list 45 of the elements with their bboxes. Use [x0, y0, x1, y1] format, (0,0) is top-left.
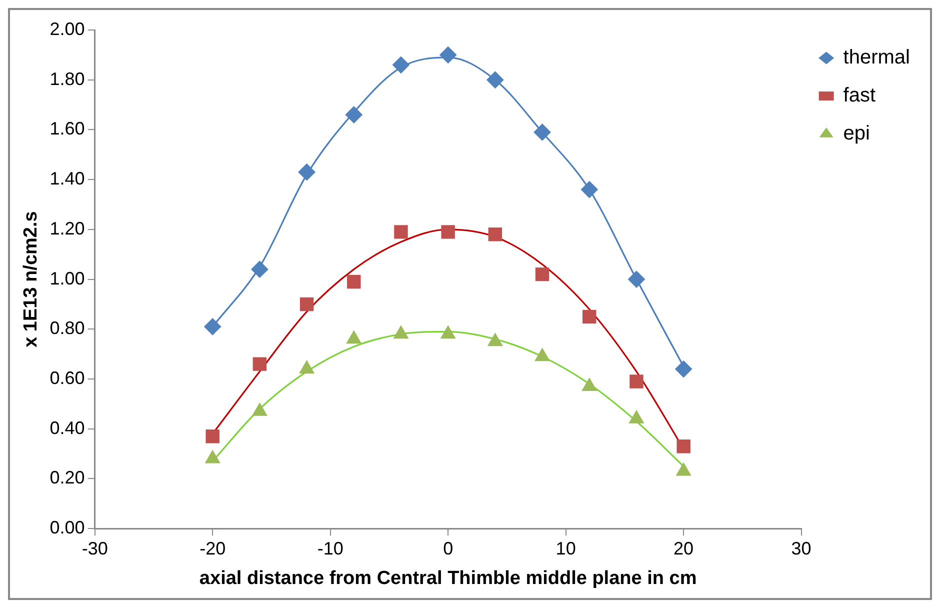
y-tick-label: 0.40	[50, 418, 85, 438]
legend-label: epi	[843, 122, 870, 145]
point	[675, 360, 692, 378]
point	[535, 267, 550, 282]
y-tick-label: 0.20	[50, 468, 85, 488]
point	[251, 260, 268, 278]
y-tick-label: 1.20	[50, 218, 85, 238]
point	[298, 164, 316, 181]
x-tick-label: 20	[674, 538, 694, 558]
x-tick-label: -10	[317, 538, 344, 558]
y-tick-label: 1.00	[50, 268, 85, 288]
y-axis-title: x 1E13 n/cm2.s	[20, 211, 42, 348]
y-tick-label: 2.00	[50, 18, 85, 39]
x-tick-label: -30	[82, 538, 108, 558]
legend-label: thermal	[843, 46, 910, 69]
y-tick-label: 0.80	[50, 318, 85, 338]
x-tick-label: -20	[200, 538, 226, 558]
x-axis-title: axial distance from Central Thimble middle plane in cm	[199, 568, 697, 589]
point	[206, 429, 220, 444]
y-tick-label: 1.40	[50, 168, 85, 189]
x-tick-label: 30	[791, 538, 812, 558]
y-tick-label: 0.60	[50, 368, 85, 388]
point	[300, 297, 314, 312]
point	[345, 106, 362, 124]
point	[347, 274, 361, 289]
point	[488, 228, 502, 242]
point	[486, 71, 504, 88]
point	[630, 374, 644, 388]
x-tick-label: 10	[556, 538, 576, 558]
legend-label: fast	[843, 84, 876, 107]
point	[580, 181, 598, 198]
point	[676, 439, 690, 454]
point	[392, 56, 410, 74]
point	[582, 310, 596, 324]
y-tick-label: 1.80	[50, 68, 85, 89]
y-tick-label: 1.60	[50, 118, 85, 139]
point	[204, 318, 222, 336]
point	[252, 357, 267, 371]
x-tick-label: 0	[443, 538, 454, 558]
point	[441, 225, 455, 239]
point	[628, 270, 645, 288]
point	[440, 46, 457, 64]
point	[534, 124, 551, 141]
y-tick-label: 0.00	[50, 518, 85, 538]
point	[394, 225, 408, 239]
